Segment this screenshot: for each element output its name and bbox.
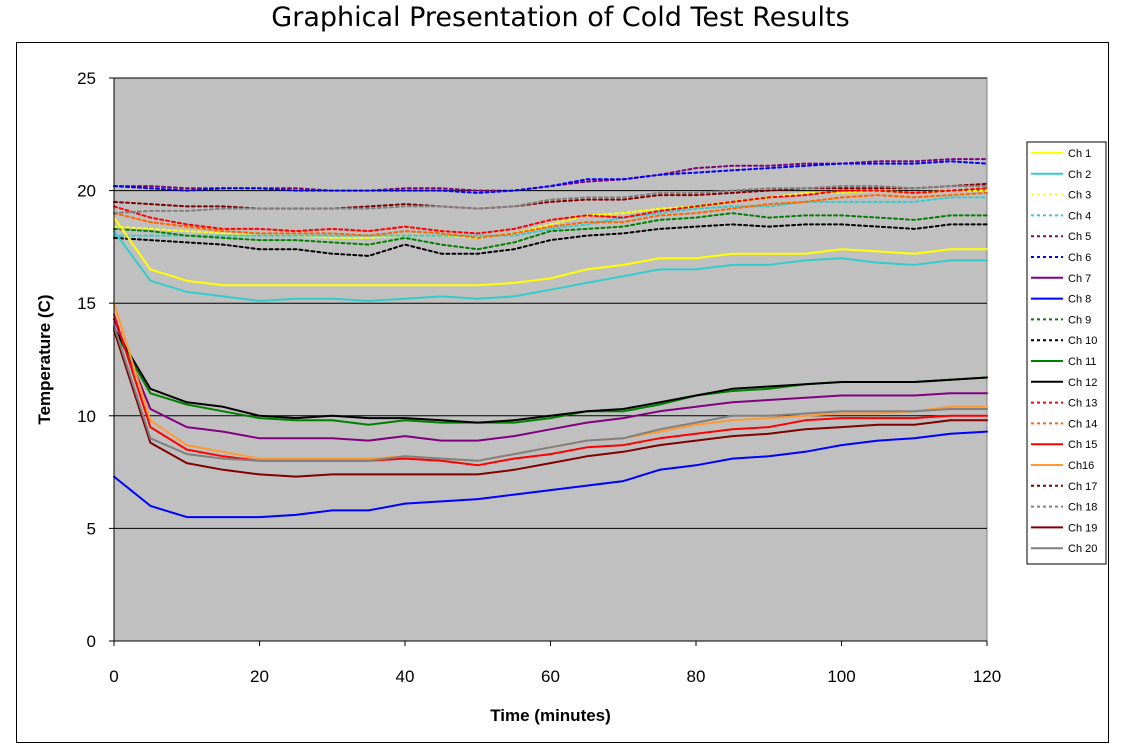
legend-label: Ch 7 [1068, 273, 1091, 285]
legend-label: Ch16 [1068, 460, 1094, 472]
series-line-ch9 [113, 212, 988, 251]
legend: Ch 1 Ch 2 Ch 3 Ch 4 Ch 5 Ch 6 Ch 7 Ch 8 Ch 9 Ch 1… [1026, 141, 1107, 565]
series-line-ch12 [113, 327, 988, 424]
legend-label: Ch 9 [1068, 314, 1091, 326]
legend-label: Ch 11 [1068, 356, 1097, 368]
series-line-ch10 [113, 223, 988, 257]
x-tick-label: 100 [827, 667, 855, 686]
legend-label: Ch 1 [1068, 148, 1091, 160]
series-line-ch8 [113, 430, 988, 519]
series-line-ch19 [113, 329, 988, 478]
series-line-ch4 [113, 196, 988, 237]
legend-label: Ch 14 [1068, 418, 1097, 430]
x-tick-labels: 0 20 40 60 80 100 120 [109, 667, 1001, 686]
legend-label: Ch 19 [1068, 522, 1097, 534]
x-tick-label: 120 [973, 667, 1001, 686]
legend-label: Ch 3 [1068, 190, 1091, 202]
series-line-ch14 [113, 191, 988, 239]
legend-label: Ch 5 [1068, 231, 1091, 243]
series-line-ch6 [113, 160, 988, 194]
legend-label: Ch 18 [1068, 502, 1097, 514]
legend-label: Ch 8 [1068, 294, 1091, 306]
legend-label: Ch 15 [1068, 439, 1097, 451]
x-axis-title: Time (minutes) [490, 706, 611, 725]
y-tick-label: 20 [77, 182, 96, 201]
series-lines [113, 158, 988, 519]
y-tick-label: 10 [77, 407, 96, 426]
y-tick-label: 15 [77, 294, 96, 313]
series-line-ch13 [113, 187, 988, 235]
axes [109, 77, 988, 646]
series-line-ch1 [113, 216, 988, 287]
y-tick-label: 5 [87, 519, 96, 538]
chart-title: Graphical Presentation of Cold Test Resu… [271, 2, 850, 33]
legend-box [1026, 141, 1107, 565]
x-tick-label: 0 [109, 667, 118, 686]
x-tick-label: 60 [541, 667, 560, 686]
legend-label: Ch 17 [1068, 481, 1097, 493]
series-line-ch20 [113, 324, 988, 462]
legend-label: Ch 12 [1068, 377, 1097, 389]
y-tick-label: 25 [77, 69, 96, 88]
legend-label: Ch 2 [1068, 169, 1091, 181]
legend-label: Ch 13 [1068, 398, 1097, 410]
series-line-ch2 [113, 230, 988, 302]
x-tick-label: 40 [396, 667, 415, 686]
x-tick-label: 80 [687, 667, 706, 686]
y-axis-title: Temperature (C) [35, 294, 54, 424]
legend-label: Ch 20 [1068, 543, 1097, 555]
y-tick-labels: 0 5 10 15 20 25 [77, 69, 96, 651]
legend-label: Ch 10 [1068, 335, 1097, 347]
legend-label: Ch 6 [1068, 252, 1091, 264]
series-line-ch18 [113, 185, 988, 215]
y-tick-label: 0 [87, 632, 96, 651]
x-tick-label: 20 [250, 667, 269, 686]
series-line-ch7 [113, 318, 988, 442]
legend-label: Ch 4 [1068, 210, 1091, 222]
